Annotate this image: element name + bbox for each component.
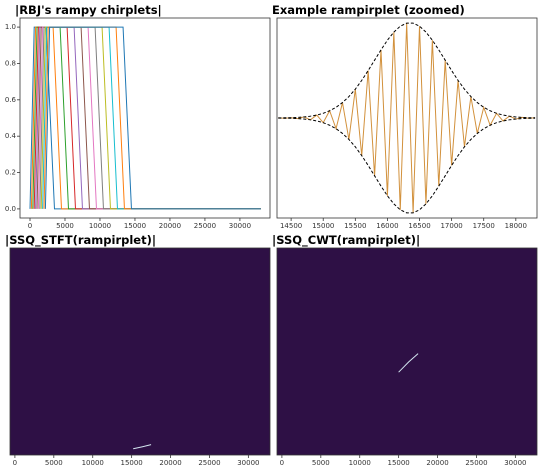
x-tick-label: 0 bbox=[280, 459, 284, 467]
x-tick-label: 30000 bbox=[229, 222, 251, 230]
x-tick-label: 25000 bbox=[194, 222, 216, 230]
x-tick-label: 25000 bbox=[198, 459, 220, 467]
x-tick-label: 0 bbox=[28, 222, 32, 230]
y-tick-label: 0.6 bbox=[5, 96, 17, 104]
x-tick-label: 25000 bbox=[465, 459, 487, 467]
x-tick-label: 10000 bbox=[82, 459, 104, 467]
x-tick-label: 20000 bbox=[159, 222, 181, 230]
heatmap bbox=[277, 248, 537, 455]
x-tick-label: 30000 bbox=[237, 459, 259, 467]
x-tick-label: 17000 bbox=[440, 222, 462, 230]
panel-title: Example rampirplet (zoomed) bbox=[272, 3, 465, 17]
x-tick-label: 5000 bbox=[312, 459, 330, 467]
axes-frame bbox=[276, 247, 538, 456]
series-line bbox=[278, 117, 536, 214]
plot-area bbox=[277, 18, 537, 218]
x-tick-label: 20000 bbox=[159, 459, 181, 467]
panel-title: |RBJ's rampy chirplets| bbox=[15, 3, 162, 17]
x-tick-label: 10000 bbox=[89, 222, 111, 230]
y-tick-label: 0.2 bbox=[5, 169, 16, 177]
y-tick-label: 0.4 bbox=[5, 132, 17, 140]
x-tick-label: 16000 bbox=[376, 222, 398, 230]
ridge bbox=[398, 353, 419, 373]
series-line bbox=[44, 26, 261, 210]
axes-frame bbox=[276, 17, 538, 219]
x-tick-label: 30000 bbox=[504, 459, 526, 467]
x-tick-label: 20000 bbox=[426, 459, 448, 467]
panel-title: |SSQ_CWT(rampirplet)| bbox=[272, 233, 420, 248]
axes-frame bbox=[9, 247, 271, 456]
x-tick-label: 15000 bbox=[312, 222, 334, 230]
series-line bbox=[278, 22, 536, 119]
x-tick-label: 16500 bbox=[408, 222, 430, 230]
axes-frame bbox=[19, 17, 271, 219]
x-tick-label: 15000 bbox=[387, 459, 409, 467]
x-tick-label: 5000 bbox=[45, 459, 63, 467]
x-tick-label: 15000 bbox=[120, 459, 142, 467]
x-tick-label: 0 bbox=[13, 459, 17, 467]
heatmap bbox=[10, 248, 270, 455]
x-tick-label: 5000 bbox=[56, 222, 74, 230]
panel-title: |SSQ_STFT(rampirplet)| bbox=[5, 233, 156, 248]
x-tick-label: 17500 bbox=[473, 222, 495, 230]
x-tick-label: 15500 bbox=[344, 222, 366, 230]
y-tick-label: 1.0 bbox=[5, 23, 16, 31]
x-tick-label: 14500 bbox=[280, 222, 302, 230]
x-tick-label: 10000 bbox=[349, 459, 371, 467]
y-tick-label: 0.8 bbox=[5, 59, 16, 67]
x-tick-label: 15000 bbox=[124, 222, 146, 230]
ridge bbox=[133, 444, 152, 450]
x-tick-label: 18000 bbox=[505, 222, 527, 230]
y-tick-label: 0.0 bbox=[5, 205, 16, 213]
